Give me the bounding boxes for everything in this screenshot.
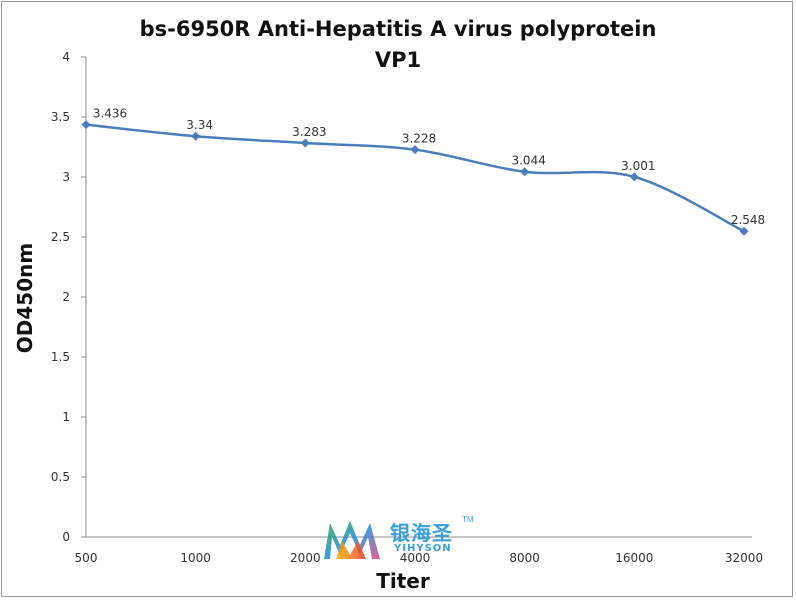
yihyson-logo: 银海圣 TM YIHYSON <box>320 515 490 565</box>
data-label: 3.044 <box>511 154 545 168</box>
y-tick-label: 2 <box>62 290 70 304</box>
data-point-marker <box>300 138 310 148</box>
y-axis-title: OD450nm <box>13 243 37 353</box>
x-tick-label: 2000 <box>290 551 321 565</box>
logo-trademark: TM <box>462 515 474 524</box>
data-point-marker <box>410 145 420 155</box>
x-tick-label: 500 <box>75 551 98 565</box>
data-label: 3.436 <box>93 107 127 121</box>
x-tick-label: 32000 <box>725 551 763 565</box>
y-tick-label: 1.5 <box>51 350 70 364</box>
data-point-marker <box>739 226 749 236</box>
logo-mark-icon <box>324 521 380 559</box>
y-tick-label: 2.5 <box>51 230 70 244</box>
y-tick-label: 4 <box>62 50 70 64</box>
data-label: 3.228 <box>402 132 436 146</box>
logo-english-text: YIHYSON <box>394 543 452 554</box>
x-axis-title: Titer <box>376 569 430 593</box>
y-tick-label: 0 <box>62 530 70 544</box>
y-tick-label: 0.5 <box>51 470 70 484</box>
data-point-marker <box>629 172 639 182</box>
y-tick-label: 3 <box>62 170 70 184</box>
data-label: 3.34 <box>186 118 213 132</box>
y-tick-label: 3.5 <box>51 110 70 124</box>
chart-title-line1: bs-6950R Anti-Hepatitis A virus polyprot… <box>139 17 657 41</box>
data-point-marker <box>81 120 91 130</box>
x-tick-label: 4000 <box>400 551 431 565</box>
x-tick-label: 16000 <box>615 551 653 565</box>
chart-title-line2: VP1 <box>374 48 422 72</box>
y-tick-label: 1 <box>62 410 70 424</box>
data-point-marker <box>520 167 530 177</box>
data-label: 3.001 <box>621 159 655 173</box>
data-point-marker <box>191 131 201 141</box>
logo-chinese-text: 银海圣 <box>390 521 453 545</box>
data-label: 2.548 <box>731 213 765 227</box>
x-tick-label: 8000 <box>509 551 540 565</box>
x-tick-label: 1000 <box>180 551 211 565</box>
data-label: 3.283 <box>292 125 326 139</box>
